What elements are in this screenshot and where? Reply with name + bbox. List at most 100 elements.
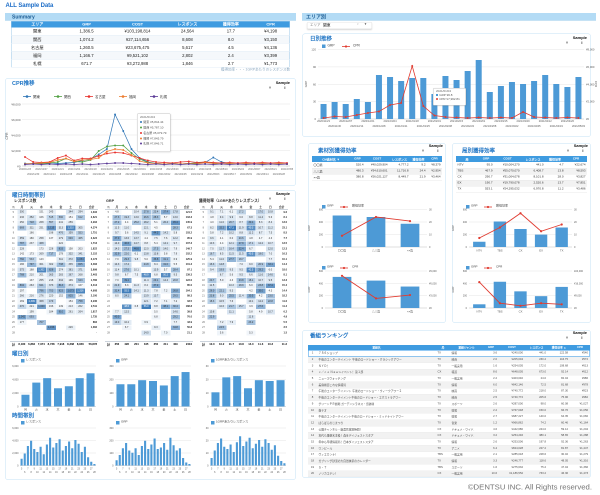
svg-text:2021/02/01: 2021/02/01 (101, 168, 114, 171)
svg-text:2021/05/03: 2021/05/03 (572, 124, 586, 128)
svg-text:2020/12/07: 2020/12/07 (339, 119, 353, 123)
svg-text:GRP: GRP (307, 286, 311, 292)
svg-text:2021/05/24: 2021/05/24 (232, 168, 245, 171)
svg-text:120: 120 (311, 48, 316, 52)
svg-text:2021/03/15: 2021/03/15 (494, 119, 508, 123)
svg-text:7: 7 (27, 469, 29, 471)
svg-text:2021/01/18: 2021/01/18 (84, 168, 97, 171)
svg-text:600: 600 (319, 270, 324, 273)
svg-text:14: 14 (49, 472, 52, 474)
svg-text:0: 0 (207, 465, 209, 468)
svg-text:日: 日 (89, 408, 92, 412)
svg-text:2020/12/21: 2020/12/21 (361, 119, 375, 123)
svg-text:27: 27 (185, 469, 188, 471)
svg-text:月: 月 (24, 408, 27, 412)
svg-text:18: 18 (61, 472, 64, 474)
svg-text:火: 火 (225, 408, 228, 412)
svg-text:22: 22 (74, 472, 77, 474)
svg-text:11: 11 (134, 469, 137, 471)
svg-text:18: 18 (156, 472, 159, 474)
svg-text:〇〇篇: 〇〇篇 (338, 310, 346, 314)
svg-text:8: 8 (30, 472, 32, 474)
svg-text:GRP: GRP (451, 225, 455, 231)
svg-text:7: 7 (217, 469, 219, 471)
svg-text:400: 400 (463, 282, 468, 285)
svg-text:24: 24 (270, 472, 273, 474)
svg-text:2021/03/15: 2021/03/15 (150, 168, 163, 171)
svg-text:2021/04/05: 2021/04/05 (174, 173, 187, 176)
svg-text:200: 200 (109, 379, 114, 382)
svg-text:2020/12/28: 2020/12/28 (60, 173, 73, 176)
svg-text:17: 17 (58, 469, 61, 471)
svg-text:28: 28 (188, 472, 191, 474)
svg-text:¥0: ¥0 (574, 307, 577, 310)
svg-text:2021/04/19: 2021/04/19 (550, 124, 564, 128)
svg-text:200: 200 (319, 295, 324, 298)
svg-text:100: 100 (109, 452, 114, 455)
svg-text:60: 60 (313, 82, 317, 86)
svg-text:26: 26 (87, 472, 90, 474)
svg-text:200: 200 (109, 440, 114, 443)
svg-text:2021/05/03: 2021/05/03 (207, 173, 220, 176)
svg-text:2021/03/29: 2021/03/29 (166, 168, 179, 171)
svg-text:GRP: GRP (307, 225, 311, 231)
svg-text:6,000: 6,000 (12, 427, 19, 430)
svg-text:2021/01/25: 2021/01/25 (93, 173, 106, 176)
svg-text:火: 火 (35, 408, 38, 412)
svg-text:10: 10 (131, 472, 134, 474)
svg-text:200: 200 (319, 234, 324, 237)
svg-text:2021/01/04: 2021/01/04 (384, 119, 398, 123)
svg-text:¥9,000: ¥9,000 (429, 270, 437, 273)
svg-text:2021/06/14: 2021/06/14 (256, 173, 269, 176)
svg-text:¥8,000: ¥8,000 (11, 102, 21, 106)
svg-text:20: 20 (206, 440, 209, 443)
svg-text:¥0: ¥0 (17, 164, 21, 168)
svg-text:△△篇: △△篇 (372, 310, 380, 314)
svg-text:16: 16 (55, 472, 58, 474)
svg-text:水: 水 (236, 407, 239, 412)
svg-text:11: 11 (39, 469, 42, 471)
svg-text:2021/02/15: 2021/02/15 (450, 119, 464, 123)
svg-text:21: 21 (166, 469, 169, 471)
svg-text:0: 0 (466, 246, 468, 249)
svg-text:2021/04/12: 2021/04/12 (183, 168, 196, 171)
svg-text:200: 200 (463, 234, 468, 237)
svg-text:2021/02/08: 2021/02/08 (109, 173, 122, 176)
svg-text:19: 19 (65, 469, 68, 471)
svg-text:400: 400 (463, 221, 468, 224)
svg-text:22: 22 (169, 472, 172, 474)
svg-text:25: 25 (84, 469, 87, 471)
svg-text:¥16,000: ¥16,000 (574, 282, 584, 285)
svg-text:600: 600 (463, 209, 468, 212)
svg-text:0: 0 (112, 465, 114, 468)
svg-text:2021/02/08: 2021/02/08 (439, 124, 453, 128)
svg-text:2021/06/21: 2021/06/21 (264, 168, 277, 171)
svg-text:札幌: 札幌 (160, 94, 167, 99)
svg-text:5: 5 (211, 469, 213, 471)
svg-text:¥6,000: ¥6,000 (429, 282, 437, 285)
svg-text:2020/11/30: 2020/11/30 (27, 173, 40, 176)
svg-text:16: 16 (245, 472, 248, 474)
svg-text:0: 0 (574, 246, 576, 249)
svg-text:月: 月 (214, 408, 217, 412)
svg-text:24: 24 (175, 472, 178, 474)
svg-text:2021/04/12: 2021/04/12 (539, 119, 553, 123)
svg-text:2021/01/04: 2021/01/04 (68, 168, 81, 171)
svg-text:90: 90 (313, 65, 317, 69)
svg-text:木: 木 (246, 407, 249, 412)
svg-text:15: 15 (242, 469, 245, 471)
svg-text:2,000: 2,000 (12, 392, 19, 395)
svg-text:NTV: NTV (477, 249, 483, 253)
svg-text:26: 26 (277, 472, 280, 474)
svg-text:30: 30 (313, 100, 317, 104)
svg-text:¥2,000: ¥2,000 (586, 100, 595, 104)
svg-text:10: 10 (36, 472, 39, 474)
svg-text:6: 6 (214, 472, 216, 474)
svg-text:2021/01/18: 2021/01/18 (406, 119, 420, 123)
svg-text:13: 13 (141, 469, 144, 471)
svg-text:0: 0 (314, 117, 316, 121)
svg-text:EX: EX (539, 310, 543, 314)
svg-text:10: 10 (206, 452, 209, 455)
svg-text:2021/07/05: 2021/07/05 (281, 168, 294, 171)
svg-text:19: 19 (160, 469, 163, 471)
